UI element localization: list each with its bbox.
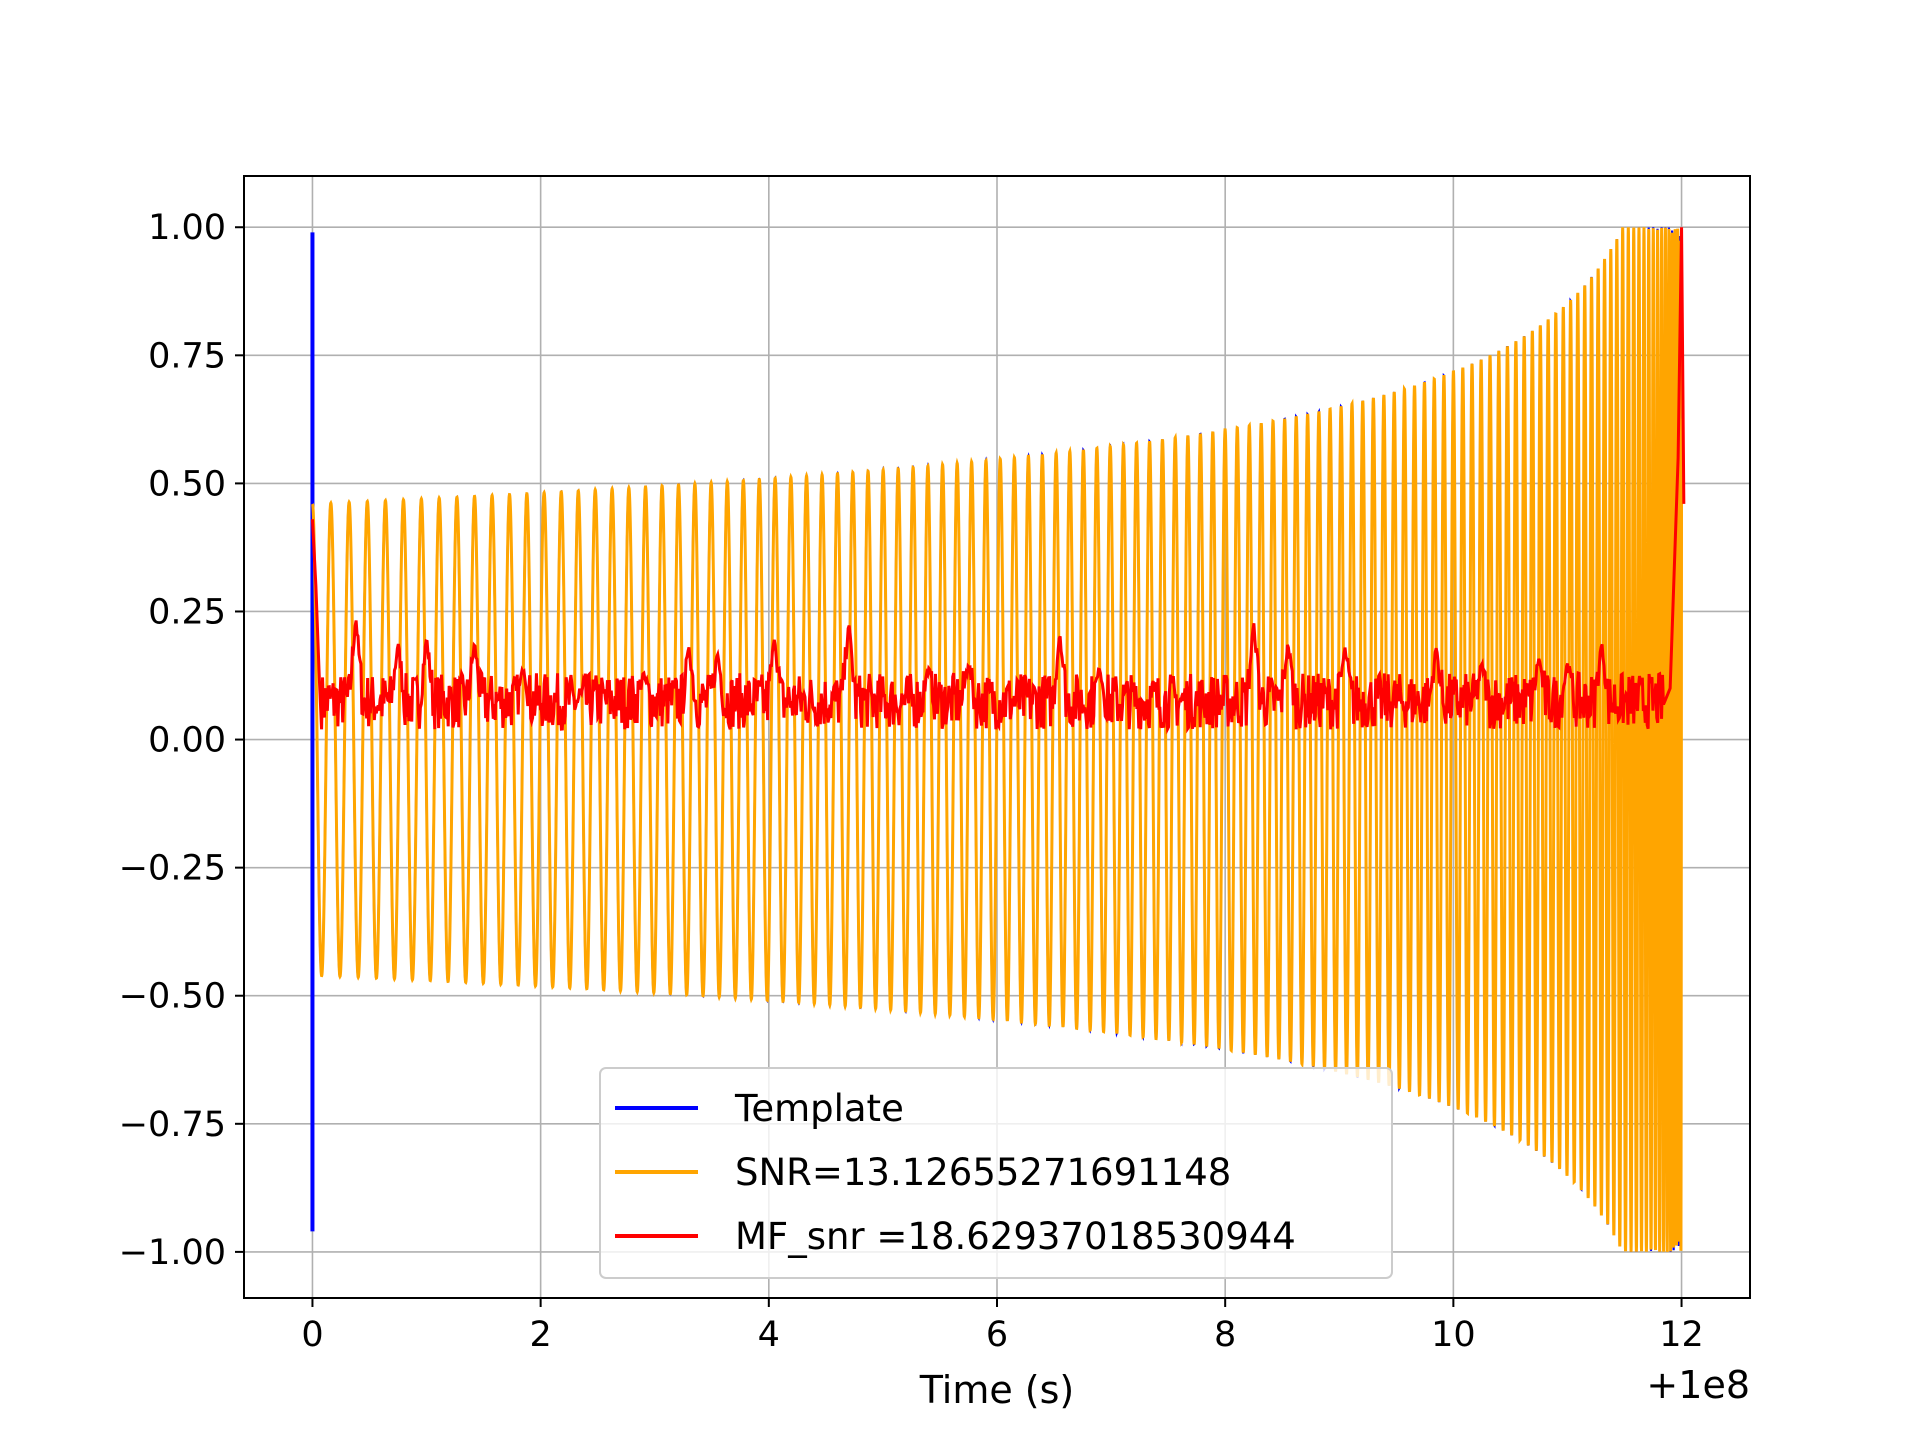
y-tick-label: 0.25	[148, 592, 226, 632]
y-tick-label: 0.00	[148, 721, 226, 761]
legend-entry-label: MF_snr =18.62937018530944	[735, 1215, 1296, 1258]
y-tick-label: 1.00	[148, 208, 226, 248]
legend: Template SNR=13.12655271691148 MF_snr =18.…	[599, 1067, 1393, 1279]
x-tick-label: 8	[1214, 1315, 1236, 1355]
y-tick-label: 0.50	[148, 464, 226, 504]
x-tick-label: 12	[1659, 1315, 1704, 1355]
series-mf-snr-line	[310, 227, 1686, 735]
y-axis-ticks: −1.00 −0.75 −0.50 −0.25 0.00 0.25 0.50 0.75 1.00	[119, 208, 244, 1273]
y-tick-label: 0.75	[148, 336, 226, 376]
x-tick-label: 6	[986, 1315, 1008, 1355]
series-snr-line	[311, 227, 1684, 1252]
x-tick-label: 0	[301, 1315, 323, 1355]
legend-box	[599, 1067, 1393, 1279]
series-layer	[310, 227, 1686, 1252]
legend-entry-label: Template	[734, 1087, 904, 1130]
x-axis-ticks: 0 2 4 6 8 10 12	[301, 1298, 1704, 1355]
x-tick-label: 10	[1431, 1315, 1476, 1355]
x-tick-label: 4	[758, 1315, 780, 1355]
x-axis-offset-label: +1e8	[1646, 1363, 1750, 1407]
x-axis-label: Time (s)	[919, 1368, 1075, 1412]
y-tick-label: −0.50	[119, 977, 226, 1017]
y-tick-label: −0.25	[119, 849, 226, 889]
y-tick-label: −0.75	[119, 1105, 226, 1145]
x-tick-label: 2	[529, 1315, 551, 1355]
y-tick-label: −1.00	[119, 1233, 226, 1273]
legend-entry-label: SNR=13.12655271691148	[735, 1151, 1231, 1194]
